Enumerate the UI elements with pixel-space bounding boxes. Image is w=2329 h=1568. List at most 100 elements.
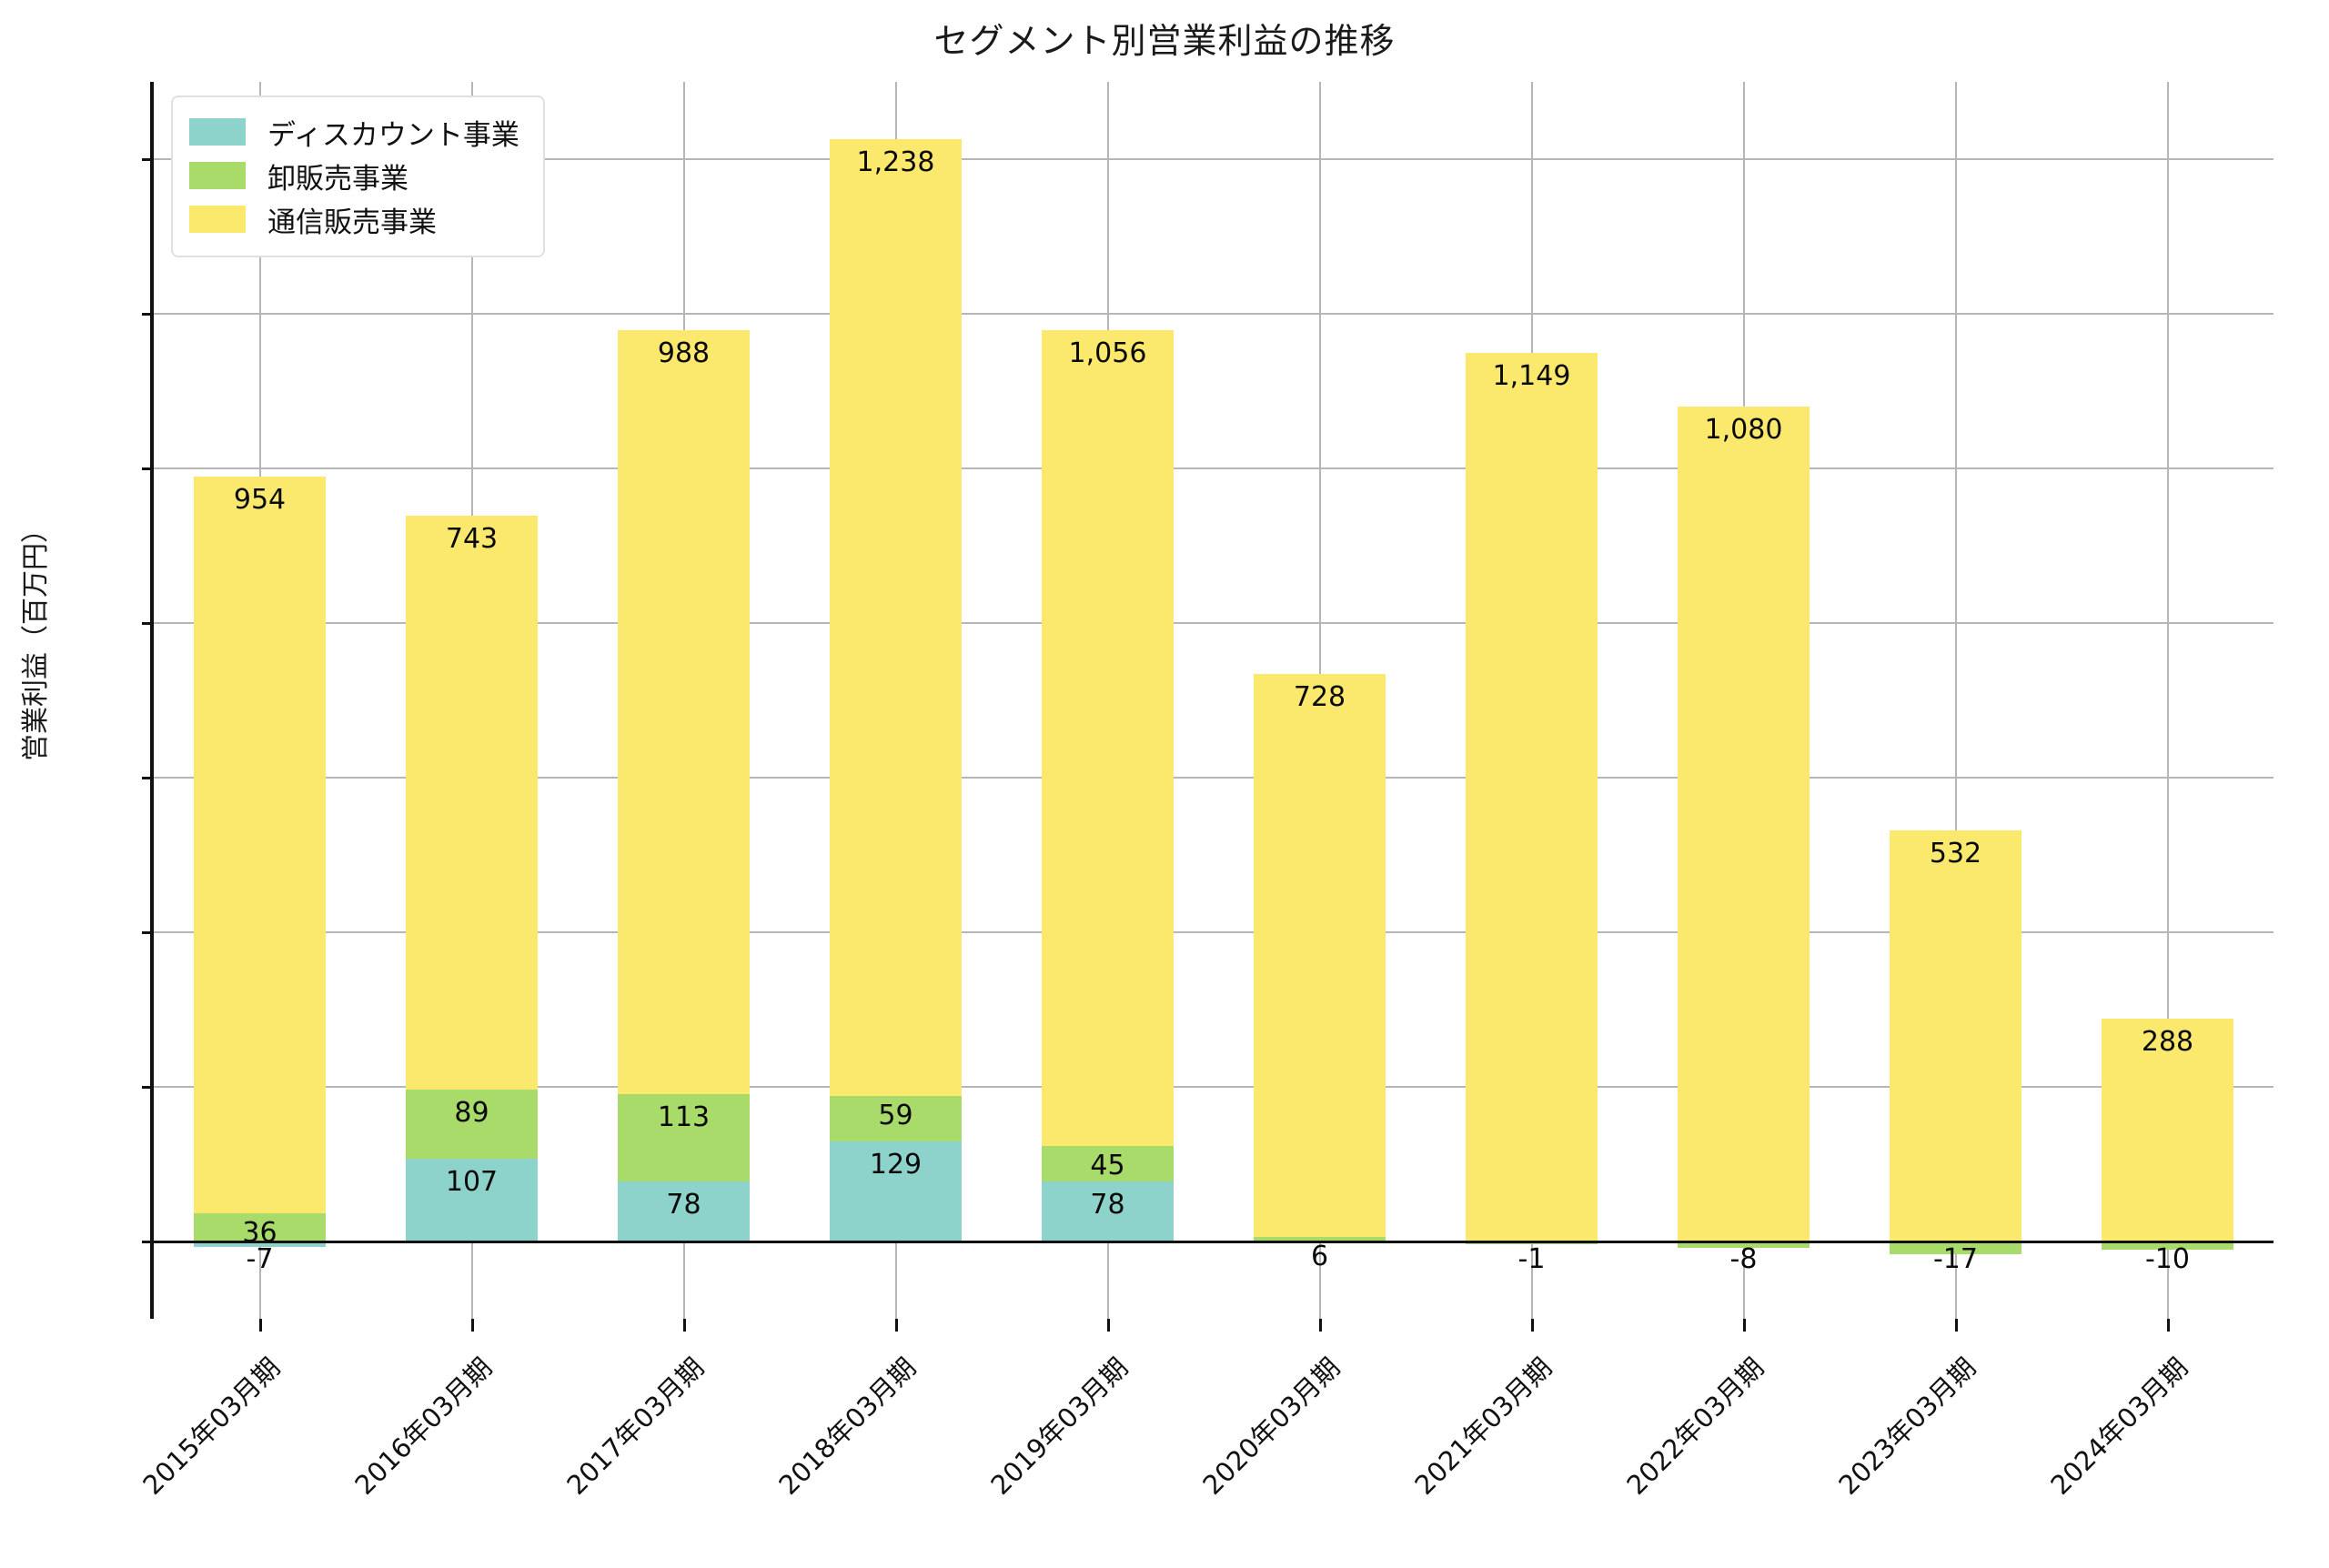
x-tick-label: 2017年03月期 <box>560 1352 710 1502</box>
bar-segment[interactable] <box>2102 1019 2233 1241</box>
bar-value-label: 1,149 <box>1492 360 1571 393</box>
x-tick-label: 2021年03月期 <box>1407 1352 1558 1502</box>
bar-value-label: 1,238 <box>856 146 935 178</box>
x-tick-label: 2020年03月期 <box>1195 1352 1346 1502</box>
x-tick-mark <box>1106 1319 1110 1332</box>
gridline-horizontal <box>154 622 2274 624</box>
gridline-horizontal <box>154 777 2274 779</box>
bar-segment[interactable] <box>1254 1236 1386 1241</box>
x-tick-label: 2016年03月期 <box>348 1352 498 1502</box>
bar-group[interactable]: -1 1,149 <box>1466 82 1598 1319</box>
bar-value-label: 89 <box>454 1097 489 1130</box>
bar-value-label: 1,056 <box>1068 337 1147 369</box>
x-tick-mark <box>258 1319 262 1332</box>
bar-group[interactable]: 129 59 1,238 <box>830 82 962 1319</box>
legend-swatch-icon <box>189 206 246 233</box>
x-tick-mark <box>2166 1319 2170 1332</box>
x-tick-mark <box>1742 1319 1746 1332</box>
bar-value-label: 1,080 <box>1704 414 1783 446</box>
gridline-horizontal <box>154 1086 2274 1088</box>
legend-label: ディスカウント事業 <box>267 118 519 152</box>
gridline-horizontal <box>154 931 2274 933</box>
bar-value-label: 954 <box>233 483 287 516</box>
bar-group[interactable]: 78 45 1,056 <box>1042 82 1174 1319</box>
bar-group[interactable]: -10 288 <box>2102 82 2233 1319</box>
y-tick-mark <box>142 622 154 625</box>
x-tick-label: 2022年03月期 <box>1619 1352 1769 1502</box>
bar-segment[interactable] <box>1042 1146 1174 1181</box>
bar-segment[interactable] <box>1042 1181 1174 1241</box>
bar-value-label: -1 <box>1517 1243 1546 1275</box>
bar-value-label: 743 <box>445 522 499 555</box>
bar-segment[interactable] <box>406 1159 538 1241</box>
y-tick-mark <box>142 1241 154 1243</box>
x-tick-mark <box>1530 1319 1534 1332</box>
bar-value-label: -10 <box>2144 1243 2190 1275</box>
bar-segment[interactable] <box>194 1241 326 1247</box>
bar-value-label: 78 <box>1090 1188 1125 1221</box>
bar-group[interactable]: -17 532 <box>1890 82 2021 1319</box>
x-tick-mark <box>894 1319 898 1332</box>
bar-segment[interactable] <box>618 1181 750 1241</box>
bar-segment[interactable] <box>618 1093 750 1181</box>
bar-segment[interactable] <box>1678 407 1810 1241</box>
legend-swatch-icon <box>189 118 246 146</box>
chart-legend: ディスカウント事業 卸販売事業 通信販売事業 <box>171 95 545 257</box>
bar-group[interactable]: -7 36 954 <box>194 82 326 1319</box>
bar-value-label: 532 <box>1929 837 1982 869</box>
bar-segment[interactable] <box>1890 1241 2021 1255</box>
zero-baseline <box>154 1241 2274 1243</box>
x-tick-label: 2015年03月期 <box>136 1352 286 1502</box>
legend-swatch-icon <box>189 162 246 189</box>
bar-segment[interactable] <box>1466 353 1598 1241</box>
x-tick-label: 2018年03月期 <box>771 1352 922 1502</box>
bar-segment[interactable] <box>406 515 538 1091</box>
bar-group[interactable]: 6 728 <box>1254 82 1386 1319</box>
bar-segment[interactable] <box>830 138 962 1097</box>
bar-segment[interactable] <box>194 1213 326 1241</box>
bar-value-label: 288 <box>2141 1026 2194 1059</box>
x-tick-label: 2019年03月期 <box>983 1352 1134 1502</box>
y-tick-mark <box>142 931 154 934</box>
bar-value-label: 36 <box>242 1217 277 1250</box>
bar-segment[interactable] <box>194 476 326 1214</box>
bar-segment[interactable] <box>1678 1241 1810 1248</box>
bar-value-label: 107 <box>445 1166 499 1199</box>
bar-value-label: -7 <box>246 1243 274 1275</box>
bar-value-label: -8 <box>1729 1243 1758 1275</box>
gridline-horizontal <box>154 467 2274 469</box>
plot-area: 02004006008001,0001,2001,400 -7369541078… <box>136 82 2274 1501</box>
y-axis-title: 営業利益（百万円） <box>20 516 52 761</box>
bar-segment[interactable] <box>618 329 750 1094</box>
legend-item[interactable]: 通信販売事業 <box>189 197 519 241</box>
y-tick-mark <box>142 467 154 470</box>
legend-item[interactable]: 卸販売事業 <box>189 154 519 197</box>
bar-segment[interactable] <box>1042 329 1174 1147</box>
x-tick-mark <box>682 1319 686 1332</box>
bar-group[interactable]: -8 1,080 <box>1678 82 1810 1319</box>
gridline-vertical <box>2166 82 2169 1319</box>
bar-segment[interactable] <box>1254 674 1386 1237</box>
bar-value-label: 113 <box>657 1101 711 1133</box>
bar-segment[interactable] <box>830 1141 962 1241</box>
y-tick-mark <box>142 313 154 316</box>
y-tick-mark <box>142 158 154 161</box>
bar-value-label: 78 <box>666 1188 701 1221</box>
page-title: セグメント別営業利益の推移 <box>933 21 1396 61</box>
bar-group[interactable]: 78 113 988 <box>618 82 750 1319</box>
bar-segment[interactable] <box>406 1090 538 1160</box>
y-tick-mark <box>142 777 154 779</box>
legend-item[interactable]: ディスカウント事業 <box>189 110 519 154</box>
bar-group[interactable]: 107 89 743 <box>406 82 538 1319</box>
bar-segment[interactable] <box>830 1096 962 1142</box>
y-tick-mark <box>142 1086 154 1089</box>
gridline-horizontal <box>154 313 2274 315</box>
bar-value-label: 6 <box>1310 1240 1329 1272</box>
bar-segment[interactable] <box>2102 1241 2233 1250</box>
bar-value-label: 988 <box>657 337 711 369</box>
bar-segment[interactable] <box>1890 829 2021 1241</box>
bar-value-label: 728 <box>1293 681 1346 714</box>
x-tick-label: 2023年03月期 <box>1831 1352 1981 1502</box>
x-tick-mark <box>1954 1319 1958 1332</box>
